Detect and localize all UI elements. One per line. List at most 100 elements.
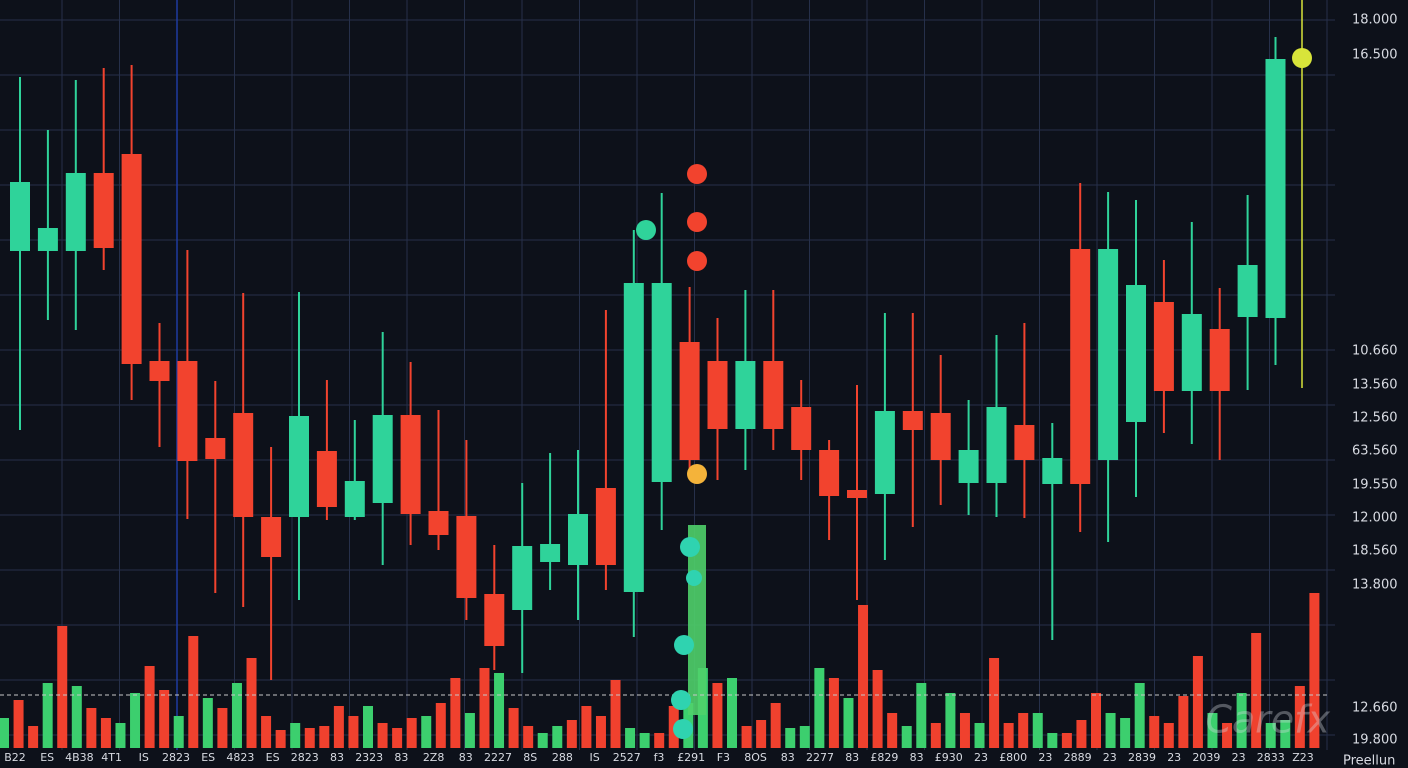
volume-bar: [100, 718, 111, 748]
candle-body: [121, 154, 142, 364]
volume-bar: [348, 716, 359, 748]
x-axis-label: 2839: [1128, 751, 1156, 764]
volume-bar: [435, 703, 446, 748]
volume-bar: [363, 706, 373, 748]
volume-bar: [595, 716, 606, 748]
volume-bar: [654, 733, 665, 748]
volume-bar: [173, 716, 184, 748]
x-axis-label: 2823: [162, 751, 190, 764]
volume-bar: [494, 673, 505, 748]
signal-dot: [687, 212, 707, 232]
x-axis-label: ES: [40, 751, 54, 764]
y-axis-label: 13.560: [1352, 378, 1398, 393]
volume-bar: [858, 605, 869, 748]
x-axis-label: 4823: [226, 751, 254, 764]
x-axis-label: 8OS: [744, 751, 767, 764]
volume-bar: [319, 726, 330, 748]
volume-bar: [1265, 723, 1276, 748]
candle-body: [902, 411, 923, 430]
signal-dot: [687, 251, 707, 271]
candle-body: [1181, 314, 1202, 391]
volume-bar: [1236, 693, 1247, 748]
candle-body: [1209, 329, 1230, 391]
volume-bar: [377, 723, 388, 748]
volume-bar: [741, 726, 752, 748]
volume-bar: [217, 708, 228, 748]
volume-bar: [1280, 720, 1291, 748]
volume-bar: [231, 683, 242, 748]
x-axis-label: 83: [910, 751, 924, 764]
y-axis-label: 12.000: [1352, 511, 1398, 526]
volume-bars: [0, 593, 1320, 748]
volume-bar: [42, 683, 53, 748]
candle-body: [1265, 59, 1286, 318]
candle-body: [986, 407, 1007, 483]
volume-bar: [974, 723, 985, 748]
volume-bar: [304, 728, 315, 748]
candle-body: [400, 415, 421, 514]
x-axis-label: 2277: [806, 751, 834, 764]
volume-bar: [246, 658, 257, 748]
volume-bar: [756, 720, 767, 748]
volume-bar: [625, 728, 636, 748]
volume-bar: [188, 636, 199, 748]
x-axis-label: ES: [201, 751, 215, 764]
volume-bar: [770, 703, 781, 748]
x-axis-label: Z23: [1292, 751, 1314, 764]
signal-dot: [680, 537, 700, 557]
volume-bar: [1003, 723, 1014, 748]
signal-dot: [687, 464, 707, 484]
volume-bar: [508, 708, 519, 748]
volume-bar: [639, 733, 650, 748]
volume-bar: [901, 726, 912, 748]
x-axis-label: £930: [935, 751, 963, 764]
volume-bar: [566, 720, 577, 748]
volume-bar: [1120, 718, 1131, 748]
candle-body: [10, 182, 30, 251]
y-axis-label: 19.550: [1352, 478, 1398, 493]
candle-body: [540, 544, 561, 562]
x-axis-label: £800: [999, 751, 1027, 764]
volume-bar: [1163, 723, 1174, 748]
volume-bar: [887, 713, 898, 748]
x-axis-label: 2833: [1257, 751, 1285, 764]
volume-bar: [1076, 720, 1087, 748]
candle-body: [1098, 249, 1119, 460]
candle-body: [1153, 302, 1174, 391]
x-axis-label: 2527: [613, 751, 641, 764]
candle-body: [1070, 249, 1091, 484]
x-axis-label: 83: [394, 751, 408, 764]
volume-bar: [1134, 683, 1145, 748]
volume-bar: [945, 693, 956, 748]
volume-bar: [1061, 733, 1072, 748]
candle-body: [344, 481, 365, 517]
candle-body: [958, 450, 979, 483]
axis-labels: 18.000 16.500 10.660 13.560 12.560 63.560 19.5…: [4, 13, 1397, 765]
volume-bar: [1222, 723, 1233, 748]
candle-body: [233, 413, 254, 517]
x-axis-label: 2Z8: [423, 751, 445, 764]
x-axis-label: 2039: [1192, 751, 1220, 764]
y-axis-label: 10.660: [1352, 344, 1398, 359]
candle-body: [595, 488, 616, 565]
candle-body: [847, 490, 867, 498]
volume-bar: [1178, 696, 1189, 748]
x-axis-label: 4B38: [65, 751, 94, 764]
candle-body: [651, 283, 672, 482]
candle-body: [1126, 285, 1146, 422]
volume-bar: [843, 698, 854, 748]
volume-bar: [1207, 713, 1218, 748]
candle-body: [484, 594, 505, 646]
signal-dot: [687, 164, 707, 184]
candle-body: [819, 450, 840, 496]
y-axis-label: 12.560: [1352, 411, 1398, 426]
candle-body: [874, 411, 895, 494]
volume-bar: [872, 670, 883, 748]
volume-bar: [523, 726, 534, 748]
volume-bar: [1149, 716, 1160, 748]
x-axis-label: 83: [845, 751, 859, 764]
x-axis-label: F3: [717, 751, 730, 764]
volume-bar: [610, 680, 621, 748]
signal-dot: [686, 570, 702, 586]
y-axis-label: 16.500: [1352, 48, 1398, 63]
